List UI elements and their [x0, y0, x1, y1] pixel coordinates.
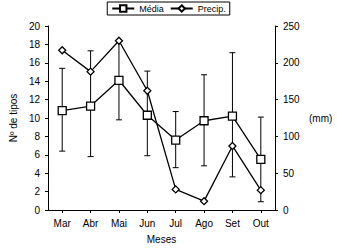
svg-text:(mm): (mm) — [309, 113, 332, 124]
svg-text:0: 0 — [283, 205, 289, 216]
svg-text:Mai: Mai — [111, 218, 127, 229]
svg-text:150: 150 — [283, 94, 300, 105]
svg-text:Ago: Ago — [195, 218, 213, 229]
svg-text:Jul: Jul — [169, 218, 182, 229]
svg-text:2: 2 — [34, 186, 40, 197]
svg-text:Out: Out — [253, 218, 269, 229]
svg-text:Mar: Mar — [54, 218, 72, 229]
svg-text:12: 12 — [29, 94, 41, 105]
svg-text:Nº de tipos: Nº de tipos — [8, 94, 19, 143]
svg-text:Média: Média — [139, 4, 164, 14]
svg-text:4: 4 — [34, 168, 40, 179]
svg-text:6: 6 — [34, 149, 40, 160]
svg-text:18: 18 — [29, 39, 41, 50]
svg-text:Precip.: Precip. — [198, 4, 226, 14]
svg-text:Set: Set — [225, 218, 240, 229]
svg-text:Abr: Abr — [83, 218, 99, 229]
svg-text:100: 100 — [283, 131, 300, 142]
svg-text:200: 200 — [283, 57, 300, 68]
svg-text:250: 250 — [283, 21, 300, 32]
svg-text:50: 50 — [283, 168, 295, 179]
svg-text:Jun: Jun — [139, 218, 155, 229]
svg-text:10: 10 — [29, 113, 41, 124]
svg-text:16: 16 — [29, 57, 41, 68]
svg-text:Meses: Meses — [147, 234, 176, 245]
svg-text:14: 14 — [29, 76, 41, 87]
svg-text:8: 8 — [34, 131, 40, 142]
svg-text:0: 0 — [34, 205, 40, 216]
svg-text:20: 20 — [29, 21, 41, 32]
